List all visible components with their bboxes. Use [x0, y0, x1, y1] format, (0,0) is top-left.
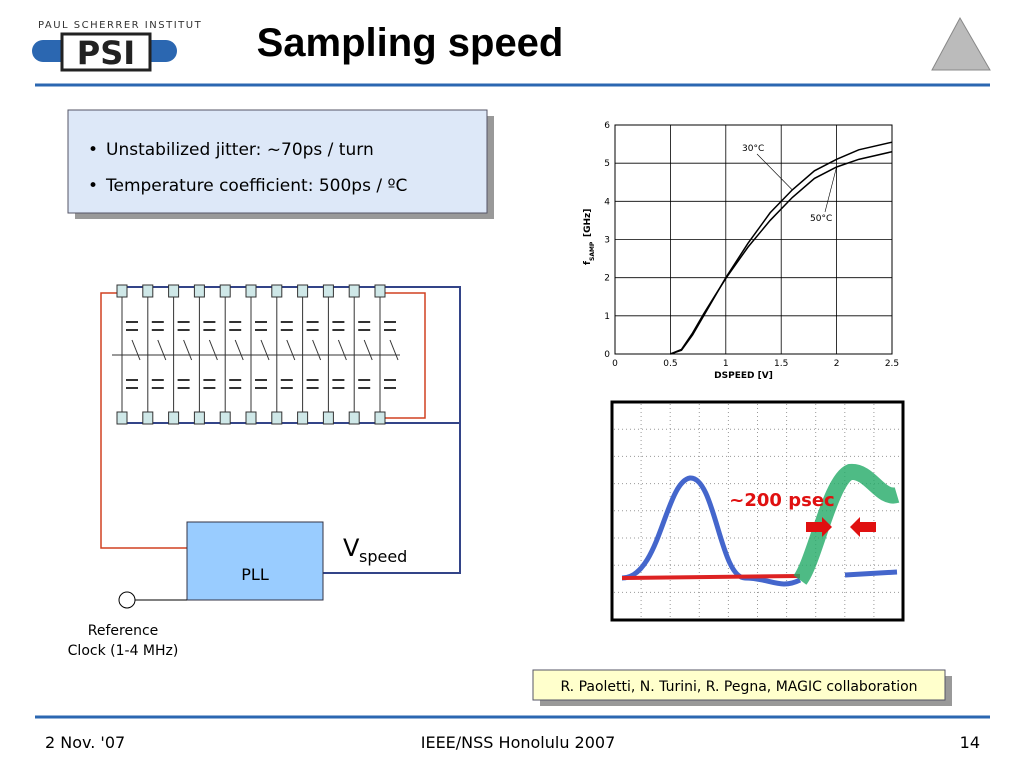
bullet-dot: • [88, 140, 98, 160]
scope-trace [621, 574, 801, 580]
x-tick-label: 1 [723, 359, 729, 369]
cell-pad [271, 411, 283, 425]
x-axis-label: DSPEED [V] [714, 371, 773, 381]
vspeed-sub: speed [359, 547, 407, 566]
cell-pad [245, 284, 257, 298]
arrow [850, 517, 876, 537]
scope: ~200 psec [610, 400, 905, 622]
reference-label: Clock (1-4 MHz) [68, 643, 179, 659]
scope-trace [793, 464, 900, 585]
bullet-dot: • [88, 176, 98, 196]
cell-pad [297, 411, 309, 425]
transistor [260, 339, 270, 361]
x-tick-label: 0.5 [663, 359, 677, 369]
y-tick-label: 2 [604, 274, 610, 284]
citation: R. Paoletti, N. Turini, R. Pegna, MAGIC … [560, 679, 917, 695]
transistor [131, 339, 141, 361]
footer-date: 2 Nov. '07 [45, 733, 125, 752]
label-leader [756, 153, 793, 191]
cell-pad [348, 284, 360, 298]
y-tick-label: 0 [604, 350, 610, 360]
x-tick-label: 2 [834, 359, 840, 369]
cell-pad [271, 284, 283, 298]
institute: PAUL SCHERRER INSTITUT [38, 20, 202, 31]
scope-frame [610, 400, 905, 622]
transistor [208, 339, 218, 361]
y-tick-label: 5 [604, 159, 610, 169]
cell-pad [374, 411, 386, 425]
cell-pad [245, 411, 257, 425]
y-axis-symbol: f [583, 261, 593, 265]
transistor [337, 339, 347, 361]
scope-trace [621, 475, 802, 587]
arrow [806, 517, 832, 537]
cell-pad [322, 411, 334, 425]
cell-pad [193, 284, 205, 298]
bullet: Temperature coefficient: 500ps / ºC [105, 176, 407, 196]
muon-logo [931, 16, 991, 71]
x-tick-label: 0 [612, 359, 618, 369]
cell-pad [116, 411, 128, 425]
cell-pad [142, 411, 154, 425]
cell-pad [219, 284, 231, 298]
series-line [670, 150, 893, 355]
x-tick-label: 2.5 [885, 359, 899, 369]
series-label: 50°C [810, 214, 832, 224]
y-axis-unit: [GHz] [583, 209, 593, 237]
transistor [312, 339, 322, 361]
cell-pad [374, 284, 386, 298]
cell-pad [168, 284, 180, 298]
reference-label: Reference [88, 623, 159, 639]
transistor [363, 339, 373, 361]
vspeed: V [343, 534, 360, 562]
transistor [389, 339, 399, 361]
label-leader [824, 166, 837, 213]
cell-pad [219, 411, 231, 425]
series-label: 30°C [742, 144, 764, 154]
wire [122, 286, 461, 574]
cell-pad [348, 411, 360, 425]
bullet-box [67, 109, 488, 214]
title: Sampling speed [257, 21, 564, 65]
cell-pad [142, 284, 154, 298]
citation-box [532, 669, 946, 701]
bullet: Unstabilized jitter: ~70ps / turn [106, 140, 374, 160]
y-tick-label: 3 [604, 236, 610, 246]
cell-pad [193, 411, 205, 425]
y-tick-label: 1 [604, 312, 610, 322]
transistor [183, 339, 193, 361]
y-axis-sub: SAMP [589, 241, 596, 261]
wire [383, 292, 426, 419]
y-tick-label: 6 [604, 121, 610, 131]
transistor [286, 339, 296, 361]
cell-pad [168, 411, 180, 425]
footer-page: 14 [960, 733, 980, 752]
logo: PSI [77, 34, 135, 72]
transistor [234, 339, 244, 361]
series-line [670, 141, 893, 355]
circuit: PLL V speed Reference Clock (1-4 MHz) [68, 284, 461, 659]
input-terminal [118, 591, 136, 609]
wire [100, 292, 187, 549]
cell-pad [322, 284, 334, 298]
cell-pad [116, 284, 128, 298]
cell-pad [297, 284, 309, 298]
pll-box [186, 521, 324, 601]
logo-box [60, 32, 152, 72]
y-tick-label: 4 [604, 197, 610, 207]
x-tick-label: 1.5 [774, 359, 788, 369]
scope-annotation: ~200 psec [729, 490, 834, 511]
scope-trace [844, 569, 898, 578]
footer-event: IEEE/NSS Honolulu 2007 [421, 733, 616, 752]
transistor [157, 339, 167, 361]
pll-label: PLL [241, 565, 269, 584]
